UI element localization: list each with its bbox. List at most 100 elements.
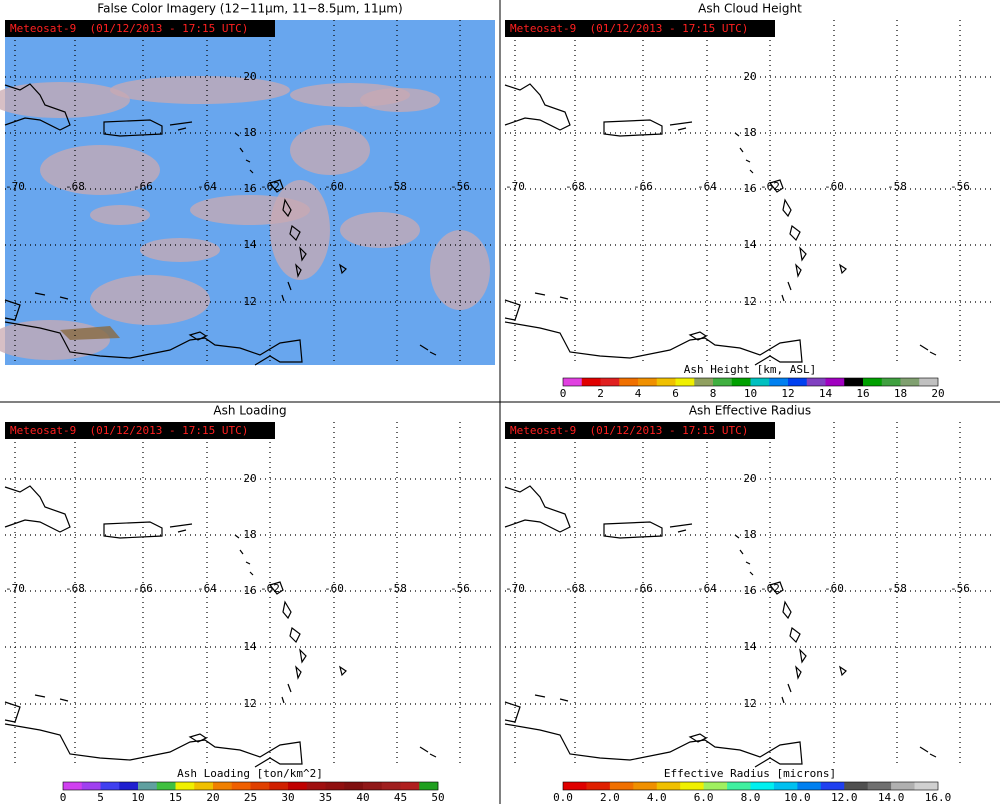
lon-label: -68 — [565, 582, 585, 595]
colorbar-segment — [713, 378, 733, 386]
lon-label: -62 — [260, 180, 280, 193]
badge — [505, 422, 775, 439]
colorbar-tick: 6.0 — [694, 791, 714, 804]
colorbar-tick: 30 — [281, 791, 294, 804]
colorbar-segment — [269, 782, 289, 790]
badge-text: Meteosat-9 (01/12/2013 - 17:15 UTC) — [510, 424, 748, 437]
colorbar-segment — [914, 782, 939, 790]
colorbar-segment — [844, 378, 864, 386]
cloud — [340, 212, 420, 248]
colorbar-segment — [306, 782, 326, 790]
colorbar-segment — [619, 378, 639, 386]
lon-label: -62 — [760, 582, 780, 595]
panel-title: Ash Loading — [213, 404, 286, 418]
lon-label: -62 — [260, 582, 280, 595]
colorbar-segment — [656, 378, 676, 386]
colorbar-segment — [675, 378, 695, 386]
colorbar-tick: 16.0 — [925, 791, 952, 804]
colorbar-segment — [680, 782, 704, 790]
colorbar-segment — [797, 782, 822, 790]
colorbar-tick: 14 — [819, 387, 833, 400]
colorbar-tick: 8.0 — [741, 791, 761, 804]
lon-label: -64 — [697, 180, 717, 193]
lat-label: 16 — [243, 182, 256, 195]
colorbar-segment — [769, 378, 789, 386]
colorbar-tick: 12.0 — [831, 791, 858, 804]
colorbar-segment — [703, 782, 728, 790]
badge — [5, 422, 275, 439]
colorbar-segment — [638, 378, 658, 386]
lon-label: -70 — [505, 180, 525, 193]
badge-text: Meteosat-9 (01/12/2013 - 17:15 UTC) — [10, 424, 248, 437]
colorbar-segment — [900, 378, 920, 386]
lon-label: -66 — [133, 180, 153, 193]
cloud — [140, 238, 220, 262]
colorbar-segment — [563, 378, 583, 386]
lon-label: -68 — [65, 180, 85, 193]
colorbar-segment — [806, 378, 826, 386]
badge — [505, 20, 775, 37]
lon-label: -58 — [887, 180, 907, 193]
colorbar-tick: 12 — [781, 387, 794, 400]
colorbar-segment — [820, 782, 845, 790]
colorbar-segment — [750, 782, 775, 790]
colorbar-segment — [213, 782, 233, 790]
cloud — [190, 195, 310, 225]
colorbar-segment — [788, 378, 808, 386]
colorbar-tick: 10 — [131, 791, 144, 804]
colorbar-segment — [194, 782, 214, 790]
cloud — [0, 82, 130, 118]
lat-label: 18 — [243, 126, 256, 139]
colorbar-segment — [344, 782, 364, 790]
colorbar-segment — [81, 782, 101, 790]
panel-title: Ash Effective Radius — [689, 404, 811, 418]
cloud — [110, 76, 290, 104]
colorbar-label: Effective Radius [microns] — [664, 767, 836, 780]
lat-label: 16 — [743, 182, 756, 195]
colorbar-segment — [419, 782, 439, 790]
colorbar-segment — [633, 782, 658, 790]
colorbar-tick: 4 — [635, 387, 642, 400]
colorbar-segment — [63, 782, 83, 790]
lon-label: -70 — [505, 582, 525, 595]
colorbar-tick: 6 — [672, 387, 679, 400]
lon-label: -66 — [133, 582, 153, 595]
colorbar-segment — [750, 378, 770, 386]
lon-label: -66 — [633, 180, 653, 193]
colorbar-label: Ash Loading [ton/km^2] — [177, 767, 323, 780]
cloud — [90, 275, 210, 325]
coastline — [504, 83, 937, 366]
colorbar-segment — [563, 782, 587, 790]
colorbar-tick: 16 — [856, 387, 869, 400]
lat-label: 16 — [243, 584, 256, 597]
lon-label: -62 — [760, 180, 780, 193]
cloud — [270, 180, 330, 280]
colorbar-segment — [175, 782, 195, 790]
lat-label: 16 — [743, 584, 756, 597]
colorbar-tick: 2.0 — [600, 791, 620, 804]
coastline — [504, 485, 937, 768]
colorbar-tick: 14.0 — [878, 791, 905, 804]
colorbar-segment — [825, 378, 845, 386]
colorbar-segment — [867, 782, 892, 790]
lon-label: -58 — [387, 582, 407, 595]
colorbar-segment — [119, 782, 139, 790]
colorbar-segment — [881, 378, 901, 386]
lat-label: 18 — [743, 126, 756, 139]
colorbar-segment — [325, 782, 345, 790]
lat-label: 12 — [743, 295, 756, 308]
colorbar-segment — [231, 782, 251, 790]
badge-text: Meteosat-9 (01/12/2013 - 17:15 UTC) — [10, 22, 248, 35]
colorbar-segment — [694, 378, 714, 386]
colorbar-segment — [731, 378, 751, 386]
colorbar-tick: 20 — [206, 791, 219, 804]
lon-label: -64 — [697, 582, 717, 595]
colorbar-segment — [773, 782, 798, 790]
colorbar-tick: 0 — [560, 387, 567, 400]
lon-label: -56 — [950, 582, 970, 595]
lon-label: -56 — [450, 582, 470, 595]
lat-label: 12 — [243, 697, 256, 710]
lat-label: 18 — [743, 528, 756, 541]
panel: False Color Imagery (12−11µm, 11−8.5µm, … — [0, 2, 495, 366]
